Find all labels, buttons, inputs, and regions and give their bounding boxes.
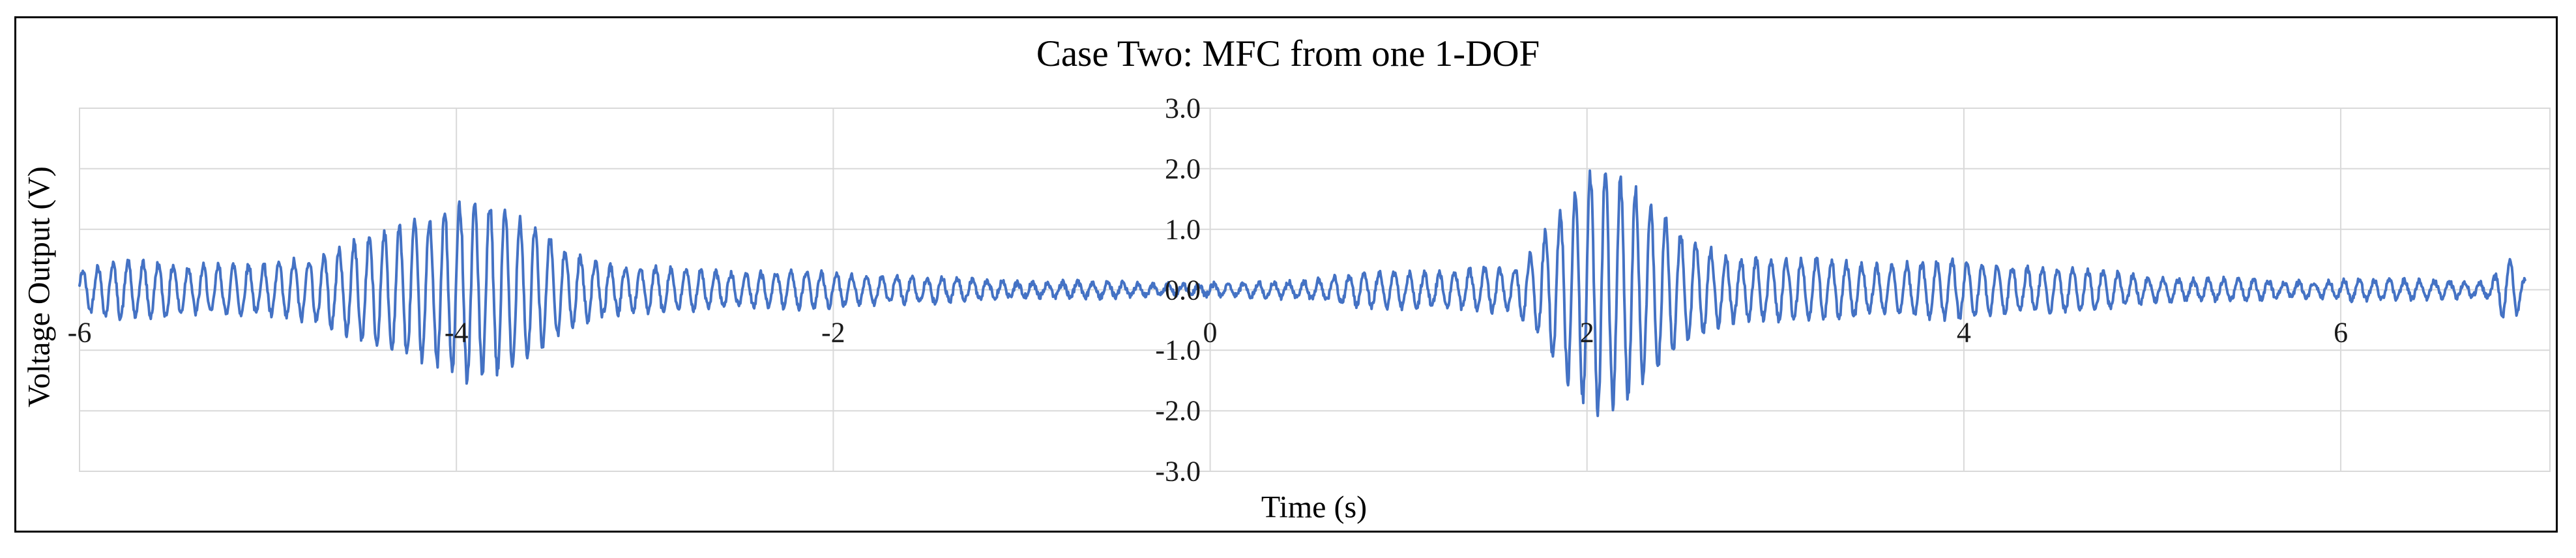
voltage-waveform: [78, 169, 2526, 417]
y-tick-label: 2.0: [1165, 153, 1201, 185]
x-tick-label: 0: [1203, 316, 1218, 349]
x-tick-label: -4: [444, 316, 469, 349]
x-tick-label: 2: [1579, 316, 1594, 349]
x-tick-label: -6: [67, 316, 92, 349]
x-tick-label: -2: [821, 316, 845, 349]
x-tick-label: 4: [1956, 316, 1971, 349]
plot-border: [79, 108, 2551, 472]
y-tick-label: -2.0: [1155, 394, 1201, 427]
chart-title: Case Two: MFC from one 1-DOF: [1036, 33, 1540, 74]
y-tick-label: 3.0: [1165, 92, 1201, 125]
y-tick-label: -1.0: [1155, 334, 1201, 366]
y-tick-label: -3.0: [1155, 455, 1201, 488]
x-tick-label: 6: [2334, 316, 2349, 349]
x-axis-title: Time (s): [1261, 490, 1368, 525]
y-tick-label: 0.0: [1165, 274, 1201, 306]
y-tick-label: 1.0: [1165, 213, 1201, 246]
y-axis-title: Voltage Output (V): [22, 166, 57, 407]
